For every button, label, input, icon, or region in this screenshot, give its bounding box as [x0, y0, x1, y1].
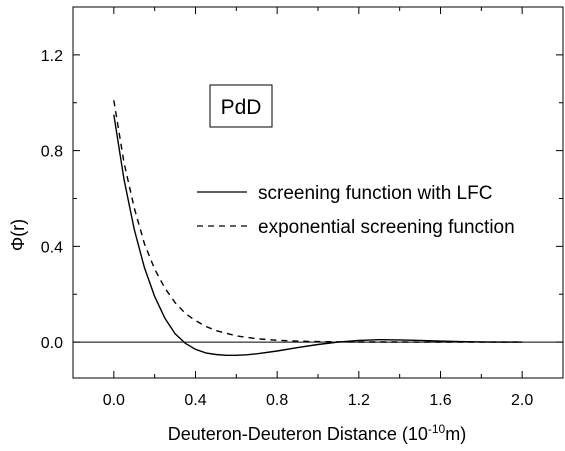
legend-label-solid: screening function with LFC	[258, 183, 492, 204]
x-axis-title-exponent: -10	[428, 422, 446, 436]
series-lfc-line	[113, 114, 523, 356]
x-axis-title: Deuteron-Deuteron Distance (10-10m)	[168, 422, 466, 444]
y-tick-label: 1.2	[41, 48, 63, 65]
axis-tick-labels: 0.0 0.4 0.8 1.2 1.6 2.0 0.0 0.4 0.8 1.2	[41, 48, 534, 409]
legend-label-dashed: exponential screening function	[258, 217, 515, 238]
x-tick-label: 0.4	[184, 392, 206, 409]
annotation-frame	[209, 84, 273, 128]
x-tick-label: 1.6	[429, 392, 451, 409]
series-layer	[113, 100, 523, 356]
x-tick-label: 0.8	[266, 392, 288, 409]
y-axis-title: Φ(r)	[8, 219, 28, 251]
x-tick-label: 0.0	[103, 392, 125, 409]
y-tick-label: 0.4	[41, 239, 63, 256]
x-tick-label: 1.2	[348, 392, 370, 409]
y-tick-label: 0.0	[41, 335, 63, 352]
annotation-label: PdD	[221, 96, 262, 119]
y-tick-label: 0.8	[41, 144, 63, 161]
series-exponential-line	[113, 100, 523, 343]
x-axis-title-main: Deuteron-Deuteron Distance (10	[168, 424, 428, 444]
x-axis-title-unit: m)	[445, 424, 466, 444]
x-tick-label: 2.0	[511, 392, 533, 409]
legend: screening function with LFC exponential …	[197, 183, 515, 238]
annotation-box: PdD	[209, 84, 273, 128]
